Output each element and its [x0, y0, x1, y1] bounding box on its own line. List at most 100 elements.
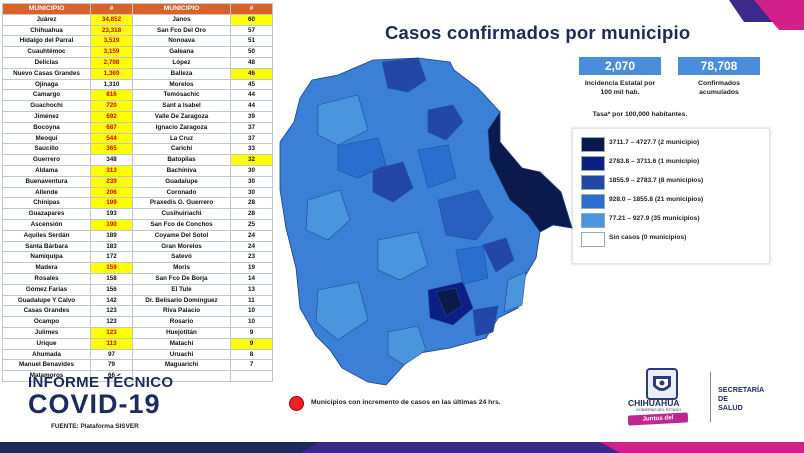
- table-row: Aquiles Serdán 189 Coyame Del Sotol 24: [2, 229, 273, 242]
- municipio-cases: 172: [90, 251, 133, 264]
- corner-decoration: [729, 0, 804, 30]
- table-row: Cuauhtémoc 3,159 Galeana 50: [2, 46, 273, 58]
- municipio-cases: 190: [90, 218, 133, 231]
- secretaria-line-3: SALUD: [718, 403, 743, 412]
- table-row: Ahumada 97 Uruachi 8: [2, 348, 273, 361]
- region-north-2: [337, 137, 387, 179]
- municipio-name: Praxedis G. Guerrero: [132, 197, 231, 210]
- municipio-name: Maguarichi: [132, 359, 231, 372]
- legend-label: 2783.8 – 3711.6 (1 municipio): [609, 158, 700, 165]
- legend-item: 1855.9 – 2783.7 (8 municipios): [581, 175, 767, 190]
- municipio-cases: 7: [230, 359, 273, 372]
- legend-label: 3711.7 – 4727.7 (2 municipio): [609, 139, 700, 146]
- table-row: Madera 159 Moris 19: [2, 262, 273, 274]
- table-row: Juárez 34,852 Janos 60: [2, 13, 273, 26]
- municipio-cases: 159: [90, 262, 133, 274]
- municipio-name: Manuel Benavides: [2, 359, 91, 372]
- municipio-cases: 158: [90, 272, 133, 285]
- logo-divider: [710, 372, 711, 422]
- region-northwest-2: [317, 94, 369, 146]
- incidence-label-line-2: 100 mil hab.: [600, 89, 640, 96]
- secretaria-line-1: SECRETARÍA: [718, 385, 765, 394]
- municipio-cases: 123: [90, 305, 133, 318]
- municipio-name: Nonoava: [132, 35, 231, 48]
- municipio-name: La Cruz: [132, 132, 231, 145]
- municipio-name: Uruachi: [132, 348, 231, 361]
- municipio-name: Guazapares: [2, 208, 91, 220]
- municipio-name: Namiquipa: [2, 251, 91, 264]
- municipio-name: Bocoyna: [2, 121, 91, 134]
- legend-item: 928.0 – 1855.8 (21 municipios): [581, 194, 767, 209]
- region-delicias: [482, 237, 515, 273]
- municipio-cases: 97: [90, 348, 133, 361]
- municipio-cases: 37: [230, 121, 273, 134]
- confirmed-label-line-1: Confirmados: [698, 80, 740, 87]
- table-row: Delicias 2,798 López 48: [2, 56, 273, 69]
- municipio-cases: 206: [90, 186, 133, 199]
- table-row: Jiménez 692 Valle De Zaragoza 39: [2, 110, 273, 123]
- municipio-name: Sant a Isabel: [132, 100, 231, 112]
- table-header-row: MUNICIPIO # MUNICIPIO #: [2, 3, 273, 15]
- municipio-cases: 193: [90, 208, 133, 220]
- municipio-cases: 183: [90, 240, 133, 253]
- legend-label: 928.0 – 1855.8 (21 municipios): [609, 196, 704, 203]
- legend-item: 2783.8 – 3711.6 (1 municipio): [581, 156, 767, 171]
- municipio-cases: 45: [230, 78, 273, 91]
- table-row: Ocampo 123 Rosario 10: [2, 316, 273, 328]
- legend-label: 77.21 – 927.9 (35 municipios): [609, 215, 700, 222]
- municipio-name: Satevó: [132, 251, 231, 264]
- municipio-name: Allende: [2, 186, 91, 199]
- table-row: Urique 113 Matachí 9: [2, 337, 273, 350]
- region-southwest: [315, 281, 369, 341]
- table-row: Hidalgo del Parral 3,519 Nonoava 51: [2, 35, 273, 48]
- incidence-value: 2,070: [579, 57, 661, 75]
- municipio-cases: 57: [230, 24, 273, 37]
- municipio-name: San Fco de Conchos: [132, 218, 231, 231]
- legend-swatch: [581, 213, 605, 228]
- table-header-municipio-2: MUNICIPIO: [132, 3, 231, 15]
- municipio-cases: 51: [230, 35, 273, 48]
- municipio-cases: 32: [230, 154, 273, 166]
- municipio-name: Ignacio Zaragoza: [132, 121, 231, 134]
- municipio-cases: 156: [90, 283, 133, 296]
- marker-label: Municipios con incremento de casos en la…: [311, 399, 501, 406]
- municipio-cases: 239: [90, 175, 133, 188]
- municipio-cases: 48: [230, 56, 273, 69]
- table-row: Aldama 313 Bachíniva 30: [2, 164, 273, 177]
- table-row: Guazapares 193 Cusihuiriachi 28: [2, 208, 273, 220]
- municipio-name: Valle De Zaragoza: [132, 110, 231, 123]
- region-center-3: [455, 245, 489, 285]
- municipio-cases: 30: [230, 186, 273, 199]
- incidence-label-line-1: Incidencia Estatal por: [584, 80, 656, 87]
- municipio-cases: 30: [230, 164, 273, 177]
- municipio-name: Madera: [2, 262, 91, 274]
- municipio-cases: 13: [230, 283, 273, 296]
- legend-swatch: [581, 232, 605, 247]
- municipio-name: Balleza: [132, 67, 231, 80]
- region-cuauhtemoc: [372, 161, 414, 203]
- table-row: Nuevo Casas Grandes 1,369 Balleza 46: [2, 67, 273, 80]
- municipio-cases: 50: [230, 46, 273, 58]
- region-northwest: [381, 57, 427, 93]
- region-center: [377, 231, 429, 281]
- municipio-name: Nuevo Casas Grandes: [2, 67, 91, 80]
- municipio-cases: 313: [90, 164, 133, 177]
- region-south-dark: [435, 287, 463, 317]
- table-header-num-2: #: [230, 3, 273, 15]
- municipio-name: Gómez Farías: [2, 283, 91, 296]
- municipio-cases: 23: [230, 251, 273, 264]
- municipio-cases: 2,798: [90, 56, 133, 69]
- municipio-cases: 44: [230, 89, 273, 102]
- municipio-cases: 348: [90, 154, 133, 166]
- municipio-cases: 1,369: [90, 67, 133, 80]
- municipio-cases: 37: [230, 132, 273, 145]
- municipio-cases: 692: [90, 110, 133, 123]
- municipio-cases: 60: [230, 13, 273, 26]
- municipio-name: Guerrero: [2, 154, 91, 166]
- municipio-cases: 199: [90, 197, 133, 210]
- municipio-name: Chínipas: [2, 197, 91, 210]
- table-row: Guadalupe Y Calvo 142 Dr. Belisario Domíng…: [2, 294, 273, 307]
- municipio-cases: 28: [230, 197, 273, 210]
- municipio-name: Buenaventura: [2, 175, 91, 188]
- legend-swatch: [581, 194, 605, 209]
